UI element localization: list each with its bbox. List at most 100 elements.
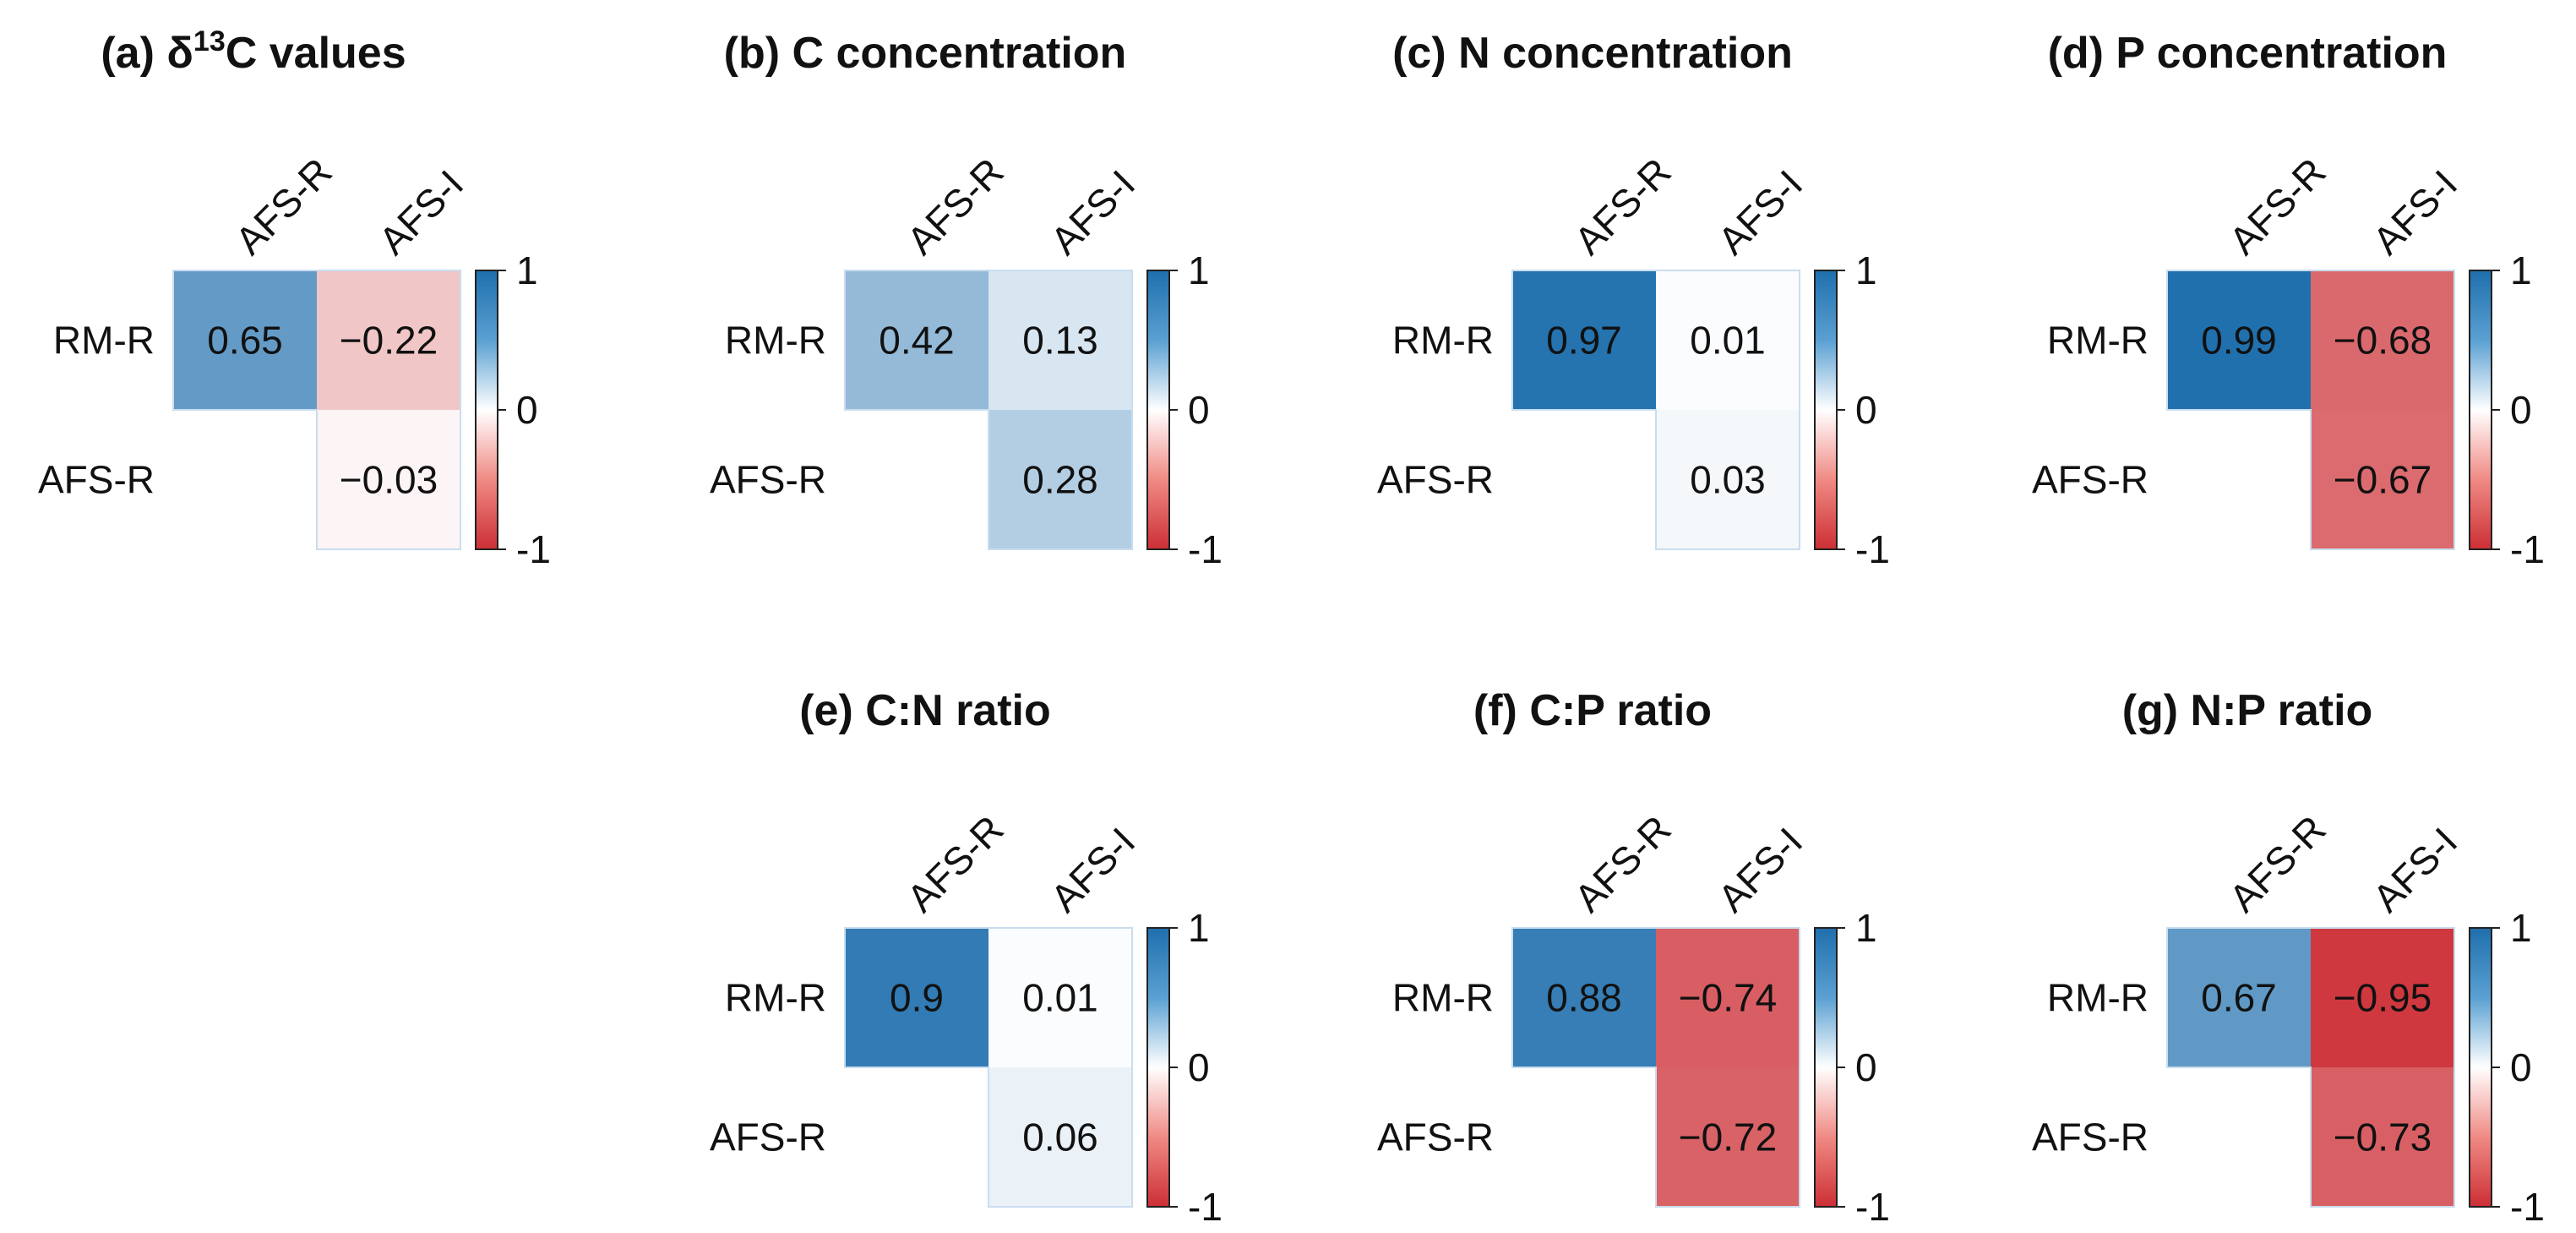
cell-value-label: 0.88 (1546, 976, 1622, 1020)
colorbar-tick-label: -1 (2510, 1185, 2545, 1229)
panel-b: (b) C concentration AFS-R AFS-I RM-R AFS-R 0.… (710, 29, 1223, 571)
panel-f: (f) C:P ratio AFS-R AFS-I RM-R AFS-R 0.88 −0.7… (1377, 686, 1890, 1229)
cell-value-label: −0.68 (2334, 319, 2432, 363)
column-label: AFS-R (898, 807, 1011, 920)
panel-a: (a) δ13C values AFS-R AFS-I RM-R AFS-R 0.65 −0… (38, 25, 551, 571)
column-label: AFS-I (1709, 819, 1811, 920)
heatmap-cell (2167, 928, 2311, 1067)
heatmap-cell (2311, 928, 2454, 1067)
panel-d: (d) P concentration AFS-R AFS-I RM-R AFS-R 0.… (2032, 29, 2545, 571)
cell-value-label: 0.65 (207, 319, 283, 363)
cell-value-label: 0.9 (890, 976, 944, 1020)
colorbar-tick-label: 1 (1855, 248, 1877, 292)
row-label: AFS-R (710, 458, 826, 502)
colorbar-tick-label: -1 (1855, 527, 1890, 571)
colorbar-tick-label: 1 (1855, 906, 1877, 950)
cell-value-label: 0.01 (1022, 976, 1098, 1020)
row-label: AFS-R (2032, 1116, 2148, 1159)
colorbar (2469, 270, 2492, 550)
row-label: AFS-R (710, 1116, 826, 1159)
cell-value-label: −0.22 (340, 319, 438, 363)
heatmap-cell (1656, 928, 1800, 1067)
heatmap-cell (317, 410, 460, 549)
colorbar-tick-label: 1 (2510, 906, 2532, 950)
panel-title: (e) C:N ratio (799, 686, 1051, 735)
panel-title: (a) δ13C values (101, 25, 406, 78)
colorbar-tick-label: 1 (516, 248, 538, 292)
colorbar-tick-label: 0 (2510, 1045, 2532, 1089)
row-label: AFS-R (38, 458, 155, 502)
cell-value-label: −0.73 (2334, 1116, 2432, 1159)
panel-title: (c) N concentration (1392, 29, 1793, 78)
panel-title: (f) C:P ratio (1473, 686, 1712, 735)
row-label: RM-R (2047, 319, 2148, 363)
colorbar-tick-label: 0 (1855, 1045, 1877, 1089)
column-label: AFS-I (1709, 161, 1811, 263)
cell-value-label: −0.03 (340, 458, 438, 502)
panel-title: (g) N:P ratio (2122, 686, 2373, 735)
column-label: AFS-R (1566, 150, 1679, 263)
cell-value-label: −0.95 (2334, 976, 2432, 1020)
heatmap-cell (2311, 1067, 2454, 1207)
colorbar-tick-label: -1 (1188, 1185, 1223, 1229)
cell-value-label: 0.99 (2201, 319, 2277, 363)
heatmap-cell (1656, 410, 1800, 549)
row-label: AFS-R (1377, 1116, 1494, 1159)
colorbar-tick-label: -1 (1855, 1185, 1890, 1229)
column-label: AFS-R (226, 150, 340, 263)
colorbar-tick-label: 1 (1188, 906, 1210, 950)
column-label: AFS-I (1042, 161, 1143, 263)
panel-title: (b) C concentration (724, 29, 1127, 78)
heatmap-cell (1656, 1067, 1800, 1207)
colorbar-tick-label: -1 (2510, 527, 2545, 571)
heatmap-cell (845, 928, 988, 1067)
heatmap-cell (988, 928, 1132, 1067)
colorbar-tick-label: -1 (516, 527, 551, 571)
row-label: AFS-R (1377, 458, 1494, 502)
panel-c: (c) N concentration AFS-R AFS-I RM-R AFS-R 0.… (1377, 29, 1890, 571)
panel-title: (d) P concentration (2048, 29, 2448, 78)
column-label: AFS-I (2364, 161, 2465, 263)
colorbar (2469, 927, 2492, 1208)
colorbar (1146, 927, 1170, 1208)
colorbar-tick-label: 0 (1188, 1045, 1210, 1089)
column-label: AFS-I (370, 161, 471, 263)
colorbar (475, 270, 498, 550)
column-label: AFS-R (2220, 150, 2334, 263)
matrix-outline (1511, 927, 1800, 1208)
colorbar-tick-label: -1 (1188, 527, 1223, 571)
cell-value-label: −0.67 (2334, 458, 2432, 502)
matrix-outline (2166, 270, 2455, 550)
colorbar-tick-label: 0 (2510, 388, 2532, 432)
cell-value-label: 0.67 (2201, 976, 2277, 1020)
cell-value-label: −0.72 (1679, 1116, 1777, 1159)
cell-value-label: −0.74 (1679, 976, 1777, 1020)
cell-value-label: 0.97 (1546, 319, 1622, 363)
heatmap-cell (317, 270, 460, 410)
matrix-outline (844, 270, 1133, 550)
column-label: AFS-I (1042, 819, 1143, 920)
row-label: RM-R (725, 319, 826, 363)
heatmap-cell (988, 410, 1132, 549)
heatmap-cell (173, 270, 317, 410)
column-label: AFS-R (2220, 807, 2334, 920)
matrix-outline (172, 270, 461, 550)
colorbar-tick-label: 0 (1188, 388, 1210, 432)
cell-value-label: 0.42 (879, 319, 955, 363)
heatmap-cell (1512, 928, 1656, 1067)
column-label: AFS-I (2364, 819, 2465, 920)
colorbar-tick-label: 1 (2510, 248, 2532, 292)
colorbar-tick-label: 1 (1188, 248, 1210, 292)
matrix-outline (844, 927, 1133, 1208)
cell-value-label: 0.06 (1022, 1116, 1098, 1159)
heatmap-cell (845, 270, 988, 410)
row-label: RM-R (725, 976, 826, 1020)
heatmap-cell (1512, 270, 1656, 410)
heatmap-cell (988, 270, 1132, 410)
cell-value-label: 0.28 (1022, 458, 1098, 502)
cell-value-label: 0.01 (1690, 319, 1766, 363)
column-label: AFS-R (898, 150, 1011, 263)
colorbar-tick-label: 0 (1855, 388, 1877, 432)
matrix-outline (1511, 270, 1800, 550)
